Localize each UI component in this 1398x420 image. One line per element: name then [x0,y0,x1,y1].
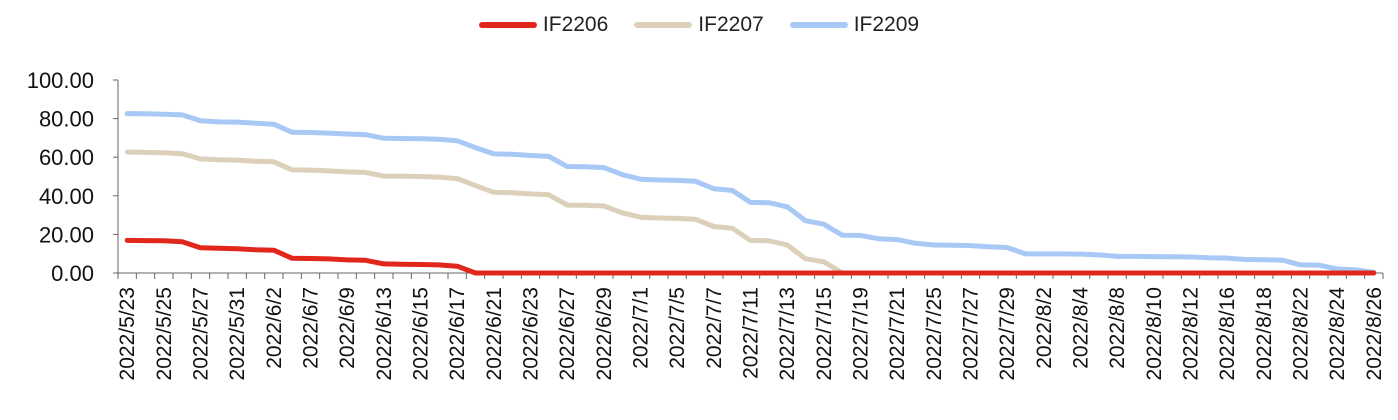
x-tick-label: 2022/7/15 [813,287,836,380]
x-tick-label: 2022/7/13 [776,287,799,380]
legend-item-if2207: IF2207 [634,13,764,37]
legend: IF2206 IF2207 IF2209 [0,10,1398,40]
legend-label: IF2206 [542,13,609,36]
legend-label: IF2207 [698,13,764,36]
x-tick-label: 2022/8/24 [1326,287,1349,381]
y-tick-label: 40.00 [39,184,94,209]
y-tick-label: 20.00 [39,222,94,247]
x-tick-label: 2022/5/23 [116,287,139,380]
x-tick-label: 2022/7/19 [850,287,873,380]
x-tick-label: 2022/8/18 [1253,287,1276,380]
legend-label: IF2209 [853,13,920,36]
legend-swatch [634,22,693,28]
x-tick-label: 2022/8/4 [1070,287,1093,369]
legend-swatch [789,22,848,28]
legend-item-if2209: IF2209 [789,13,920,37]
x-tick-label: 2022/7/25 [923,287,946,380]
x-tick-label: 2022/6/27 [556,287,579,380]
y-tick-label: 0.00 [51,261,94,286]
legend-item-if2206: IF2206 [478,13,609,37]
x-tick-label: 2022/8/16 [1216,287,1239,380]
y-tick-label: 80.00 [39,107,94,132]
x-tick-label: 2022/8/8 [1106,287,1129,369]
x-tick-label: 2022/7/29 [996,287,1019,380]
x-tick-label: 2022/6/13 [373,287,396,380]
legend-swatch [478,22,537,28]
x-tick-label: 2022/6/21 [483,287,506,380]
x-tick-label: 2022/8/2 [1033,287,1056,369]
x-tick-label: 2022/7/11 [740,287,763,379]
x-tick-label: 2022/6/15 [410,287,433,380]
x-tick-label: 2022/8/12 [1180,287,1203,380]
series-line-if2209 [124,111,1377,275]
x-tick-label: 2022/7/27 [960,287,983,380]
x-tick-label: 2022/7/1 [630,287,653,369]
x-tick-label: 2022/5/31 [226,287,249,380]
x-tick-label: 2022/6/2 [263,287,286,369]
x-tick-label: 2022/6/17 [446,287,469,380]
x-tick-label: 2022/6/29 [593,287,616,380]
x-tick-label: 2022/6/9 [336,287,359,369]
x-tick-label: 2022/7/7 [703,287,726,369]
x-tick-label: 2022/8/26 [1363,287,1386,380]
x-tick-label: 2022/7/21 [886,287,909,380]
y-tick-label: 100.00 [27,68,94,93]
x-tick-label: 2022/8/10 [1143,287,1166,380]
x-tick-label: 2022/5/25 [153,287,176,380]
x-tick-label: 2022/5/27 [190,287,213,380]
x-tick-label: 2022/6/7 [300,287,323,369]
x-tick-label: 2022/6/23 [520,287,543,380]
series-line-if2206 [124,237,1377,276]
x-tick-label: 2022/8/22 [1290,287,1313,380]
y-tick-label: 60.00 [39,145,94,170]
x-tick-label: 2022/7/5 [666,287,689,369]
